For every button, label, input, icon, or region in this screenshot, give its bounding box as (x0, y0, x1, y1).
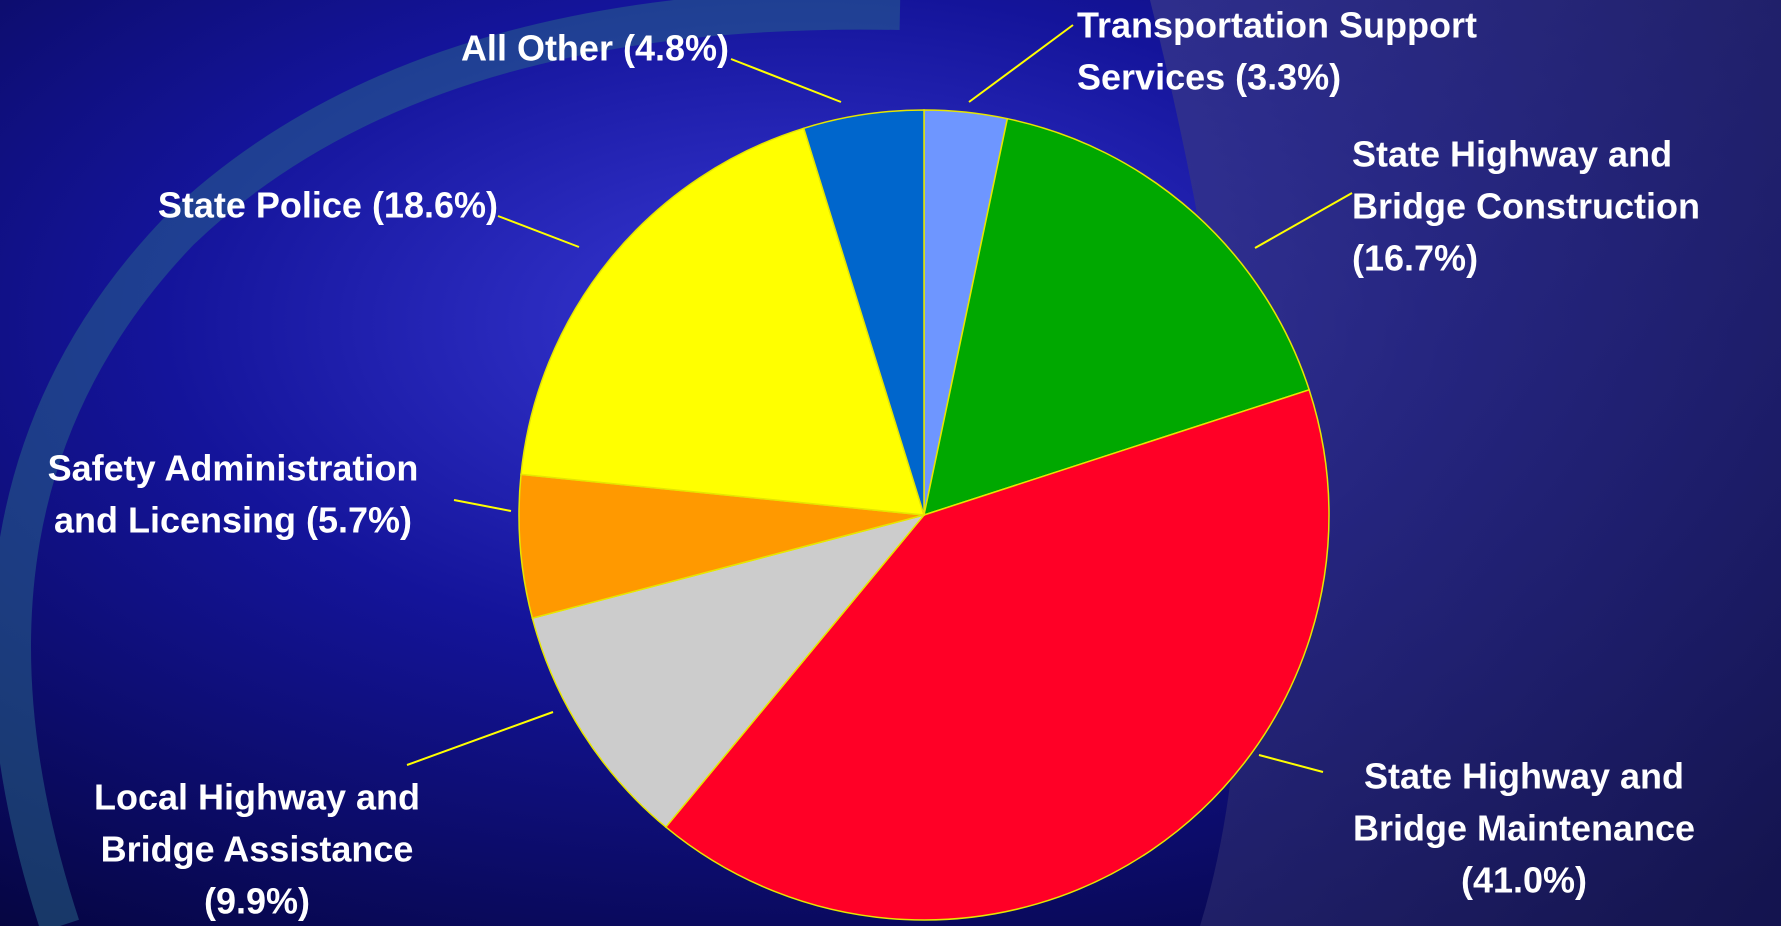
slice-label: (41.0%) (1461, 860, 1587, 901)
leader-line (968, 24, 1074, 103)
slice-label: Safety Administration (48, 448, 419, 489)
slice-label: State Highway and (1364, 756, 1684, 797)
slice-label: State Police (18.6%) (158, 185, 498, 226)
slice-label: (16.7%) (1352, 238, 1478, 279)
pie-slice (922, 117, 1311, 517)
leader-line (406, 711, 554, 766)
pie-slice (520, 127, 926, 516)
slice-label: Bridge Assistance (101, 829, 414, 870)
pie-slice (802, 109, 925, 516)
slice-label: All Other (4.8%) (461, 28, 729, 69)
slice-label: State Highway and (1352, 134, 1672, 175)
leader-line (453, 499, 512, 512)
pie-slice (518, 473, 925, 620)
leader-line (1258, 754, 1324, 773)
pie-slice (664, 388, 1330, 921)
decor-arc (0, 0, 901, 926)
leader-line (497, 215, 580, 248)
flag-backdrop (1150, 0, 1781, 926)
leader-line (730, 58, 842, 103)
slice-label: Bridge Maintenance (1353, 808, 1695, 849)
slice-label: Local Highway and (94, 777, 420, 818)
slice-label: (9.9%) (204, 881, 310, 922)
slice-label: Transportation Support (1077, 5, 1477, 46)
slice-label: and Licensing (5.7%) (54, 500, 412, 541)
slice-label: Services (3.3%) (1077, 57, 1341, 98)
slice-label: Bridge Construction (1352, 186, 1700, 227)
leader-line (1254, 192, 1353, 249)
